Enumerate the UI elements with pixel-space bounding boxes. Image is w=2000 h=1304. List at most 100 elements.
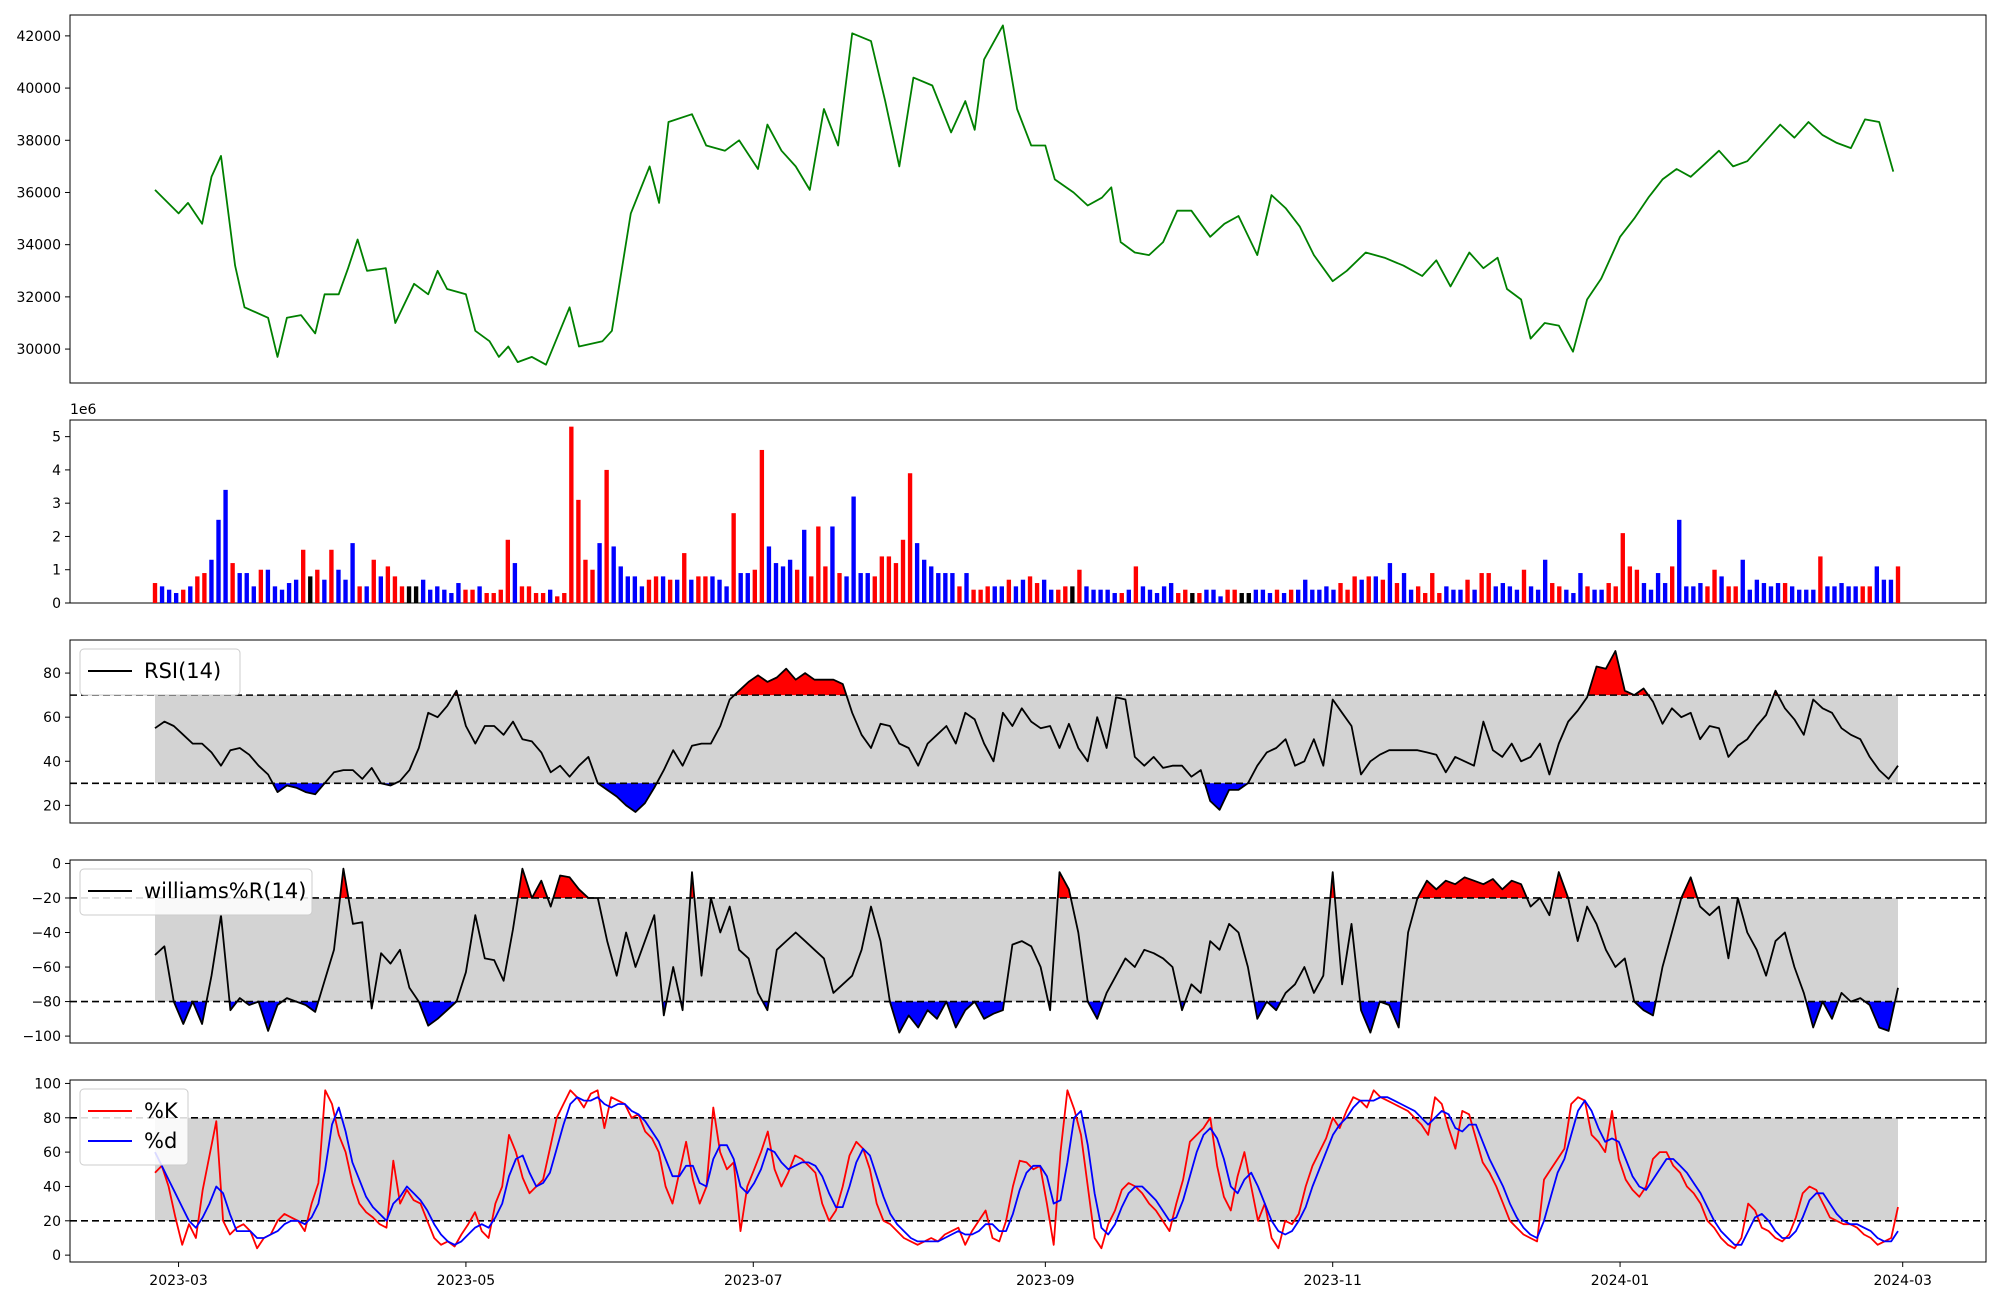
volume-bar (470, 589, 475, 603)
volume-bar (1874, 566, 1880, 603)
axes-frame (69, 14, 1987, 384)
volume-bar (1655, 573, 1661, 603)
volume-bar (618, 566, 623, 603)
volume-bar (159, 586, 165, 603)
volume-bar (533, 593, 539, 603)
volume-bar (181, 589, 186, 603)
axes-frame (69, 1079, 1987, 1263)
volume-bar (1190, 593, 1195, 603)
volume-bar (1818, 556, 1823, 603)
volume-bar (329, 549, 334, 603)
volume-bar (717, 579, 722, 603)
volume-bar (1281, 593, 1287, 603)
volume-bar (308, 576, 313, 603)
y-tick-label: −20 (31, 891, 61, 907)
williams-line (154, 867, 1899, 1034)
volume-bar (1528, 586, 1534, 603)
volume-bar (1846, 586, 1851, 603)
volume-bar (491, 593, 496, 603)
volume-bar (1133, 566, 1139, 603)
volume-bar (1401, 573, 1407, 603)
legend-label: williams%R(14) (144, 879, 306, 903)
volume-bar (1648, 589, 1654, 603)
x-tick-label: 2023-11 (1303, 1273, 1362, 1289)
volume-bar (1352, 576, 1357, 603)
volume-bar (195, 576, 200, 603)
volume-bar (1691, 586, 1696, 603)
volume-bar (809, 576, 814, 603)
volume-bar (477, 586, 482, 603)
volume-bar (1211, 589, 1216, 603)
y-tick-label: 40 (43, 754, 61, 770)
y-tick-label: 20 (43, 1214, 61, 1230)
volume-bar (484, 593, 489, 603)
volume-bar (576, 499, 581, 603)
volume-bar (1542, 559, 1548, 603)
volume-bar (1324, 586, 1329, 603)
axes-frame (69, 639, 1987, 824)
volume-bar (1782, 583, 1788, 603)
volume-bar (816, 526, 821, 603)
volume-bar (1063, 586, 1068, 603)
y-tick-label: 5 (52, 430, 61, 446)
volume-bar (957, 586, 962, 603)
volume-bar (1387, 563, 1393, 603)
volume-bar (1606, 583, 1611, 603)
oversold-fill (1360, 1001, 1380, 1033)
oversold-fill (418, 1001, 457, 1026)
volume-bar (1797, 589, 1802, 603)
volume-bar (209, 559, 214, 603)
volume-bar (547, 589, 553, 603)
volume-bar (1472, 589, 1477, 603)
volume-bar (1860, 586, 1865, 603)
volume-bar (272, 586, 278, 603)
volume-bar (371, 559, 376, 603)
volume-bar (1789, 586, 1795, 603)
volume-bar (1726, 586, 1731, 603)
volume-bar (1804, 589, 1809, 603)
overbought-fill (1553, 872, 1569, 898)
rsi-panel: 20 40 60 80 RSI(14) (43, 639, 1987, 824)
x-tick-label: 2024-01 (1591, 1273, 1650, 1289)
oversold-fill (1087, 1001, 1104, 1019)
volume-bar (1147, 589, 1153, 603)
volume-bar (703, 576, 708, 603)
rsi-line (154, 650, 1899, 813)
volume-bar (1310, 589, 1315, 603)
volume-bar (1521, 569, 1527, 603)
volume-bar (943, 573, 948, 603)
axes-frame (69, 859, 1987, 1044)
volume-bar (286, 583, 292, 603)
volume-bar (1098, 589, 1103, 603)
volume-bar (1027, 576, 1033, 603)
volume-bar (555, 596, 560, 603)
volume-bar (794, 569, 800, 603)
volume-bar (1161, 586, 1167, 603)
volume-bar (1684, 586, 1689, 603)
volume-bar (1373, 576, 1378, 603)
volume-bar (265, 569, 271, 603)
volume-bar (1768, 586, 1774, 603)
overbought-fill (1057, 872, 1071, 898)
volume-bar (844, 576, 849, 603)
volume-bar (1641, 583, 1647, 603)
volume-bar (1091, 589, 1096, 603)
volume-bar (258, 569, 264, 603)
volume-bar (1585, 586, 1590, 603)
volume-bar (1486, 573, 1491, 603)
volume-bar (1444, 586, 1449, 603)
volume-bar (540, 593, 546, 603)
volume-bar (675, 579, 680, 603)
y-tick-label: 80 (43, 1111, 61, 1127)
volume-bar (1204, 589, 1209, 603)
volume-bar (1465, 579, 1470, 603)
volume-bar (936, 573, 941, 603)
volume-bar (1451, 589, 1456, 603)
volume-bar (1041, 579, 1047, 603)
volume-bar (1288, 589, 1294, 603)
volume-bar (1423, 593, 1428, 603)
legend-label: %K (144, 1099, 179, 1123)
volume-bar (1493, 586, 1498, 603)
volume-bar (1380, 579, 1386, 603)
